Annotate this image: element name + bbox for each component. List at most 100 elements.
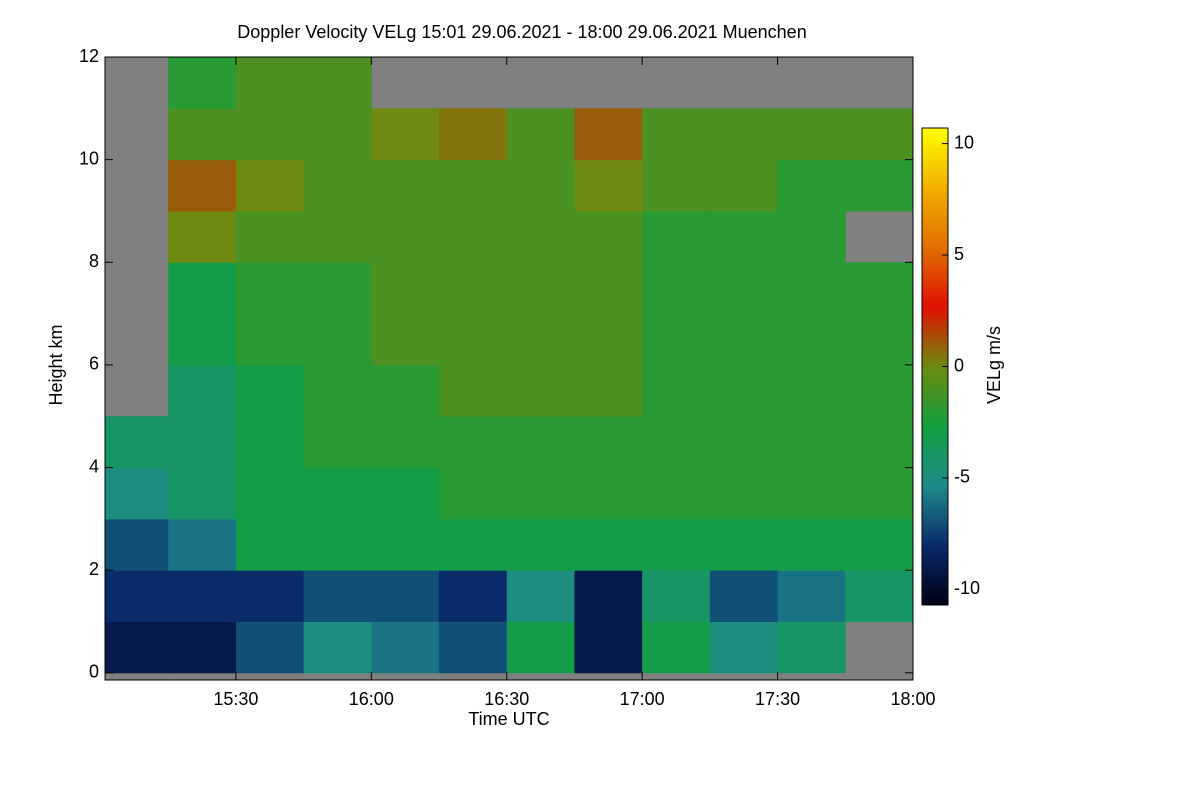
colorbar-step [922, 509, 948, 515]
plot-frame [104, 56, 914, 681]
heatmap-cell [168, 518, 237, 571]
heatmap-cell [777, 364, 846, 417]
colorbar-step [922, 259, 948, 264]
colorbar-step [922, 449, 948, 455]
heatmap-cell [709, 621, 779, 674]
colorbar-step [922, 565, 948, 570]
colorbar-step [922, 453, 948, 459]
heatmap-cell [439, 570, 508, 622]
colorbar-step [922, 183, 948, 189]
heatmap-cell [574, 159, 643, 212]
colorbar-step [922, 191, 948, 197]
colorbar-step [922, 569, 948, 574]
colorbar-step [922, 199, 948, 205]
heatmap-cell [303, 108, 372, 161]
colorbar-step [922, 430, 948, 435]
x-tick-label: 16:30 [484, 689, 529, 709]
colorbar-step [922, 195, 948, 201]
colorbar-step [922, 155, 948, 161]
heatmap-cell [303, 364, 372, 417]
colorbar-step [922, 354, 948, 360]
colorbar-step [922, 215, 948, 220]
heatmap-cell [574, 313, 643, 366]
heatmap-cell [439, 518, 508, 571]
colorbar-step [922, 235, 948, 240]
heatmap-cell [105, 518, 169, 571]
heatmap-cell [574, 570, 643, 622]
heatmap-cell [845, 364, 913, 417]
heatmap-cell [642, 108, 711, 161]
heatmap-cell [168, 570, 237, 622]
colorbar-step [922, 477, 948, 483]
colorbar-step [922, 438, 948, 443]
colorbar-tick-label: -5 [954, 467, 970, 487]
colorbar-step [922, 128, 948, 133]
heatmap-cell [777, 416, 846, 469]
heatmap-cell [235, 210, 305, 263]
colorbar-step [922, 513, 948, 519]
heatmap-cell [709, 108, 779, 161]
heatmap-cell [371, 621, 440, 674]
heatmap-cell [439, 621, 508, 674]
heatmap-cell [642, 416, 711, 469]
colorbar-step [922, 243, 948, 248]
heatmap-cell [168, 57, 237, 109]
colorbar-tick-label: 5 [954, 244, 964, 264]
heatmap-cell [371, 210, 440, 263]
heatmap-cell [439, 313, 508, 366]
heatmap-cell [709, 210, 779, 263]
heatmap-cell [777, 518, 846, 571]
colorbar-step [922, 334, 948, 340]
heatmap-cell [371, 159, 440, 212]
colorbar-step [922, 294, 948, 300]
heatmap-cell [371, 313, 440, 366]
colorbar-step [922, 135, 948, 141]
heatmap-cell [235, 108, 305, 161]
heatmap-cell [845, 518, 913, 571]
colorbar-step [922, 557, 948, 562]
heatmap-cell [709, 518, 779, 571]
heatmap-cell [168, 210, 237, 263]
heatmap-cell [235, 467, 305, 520]
heatmap-cell [642, 210, 711, 263]
colorbar-step [922, 298, 948, 304]
x-axis-label: Time UTC [468, 709, 549, 729]
heatmap-cell [574, 210, 643, 263]
colorbar-step [922, 159, 948, 165]
colorbar-step [922, 179, 948, 185]
heatmap-cell [777, 570, 846, 622]
colorbar-step [922, 143, 948, 149]
heatmap [105, 57, 913, 674]
heatmap-cell [303, 570, 372, 622]
colorbar-step [922, 553, 948, 558]
colorbar-tick-label: 10 [954, 132, 974, 152]
colorbar-step [922, 279, 948, 284]
heatmap-cell [371, 570, 440, 622]
heatmap-cell [439, 364, 508, 417]
heatmap-cell [642, 313, 711, 366]
colorbar-step [922, 302, 948, 308]
colorbar-step [922, 501, 948, 507]
heatmap-cell [439, 159, 508, 212]
colorbar-step [922, 410, 948, 415]
colorbar-step [922, 227, 948, 232]
colorbar-step [922, 585, 948, 590]
heatmap-cell [506, 518, 575, 571]
heatmap-cell [235, 159, 305, 212]
heatmap-cell [303, 57, 372, 109]
y-tick-label: 6 [89, 354, 99, 374]
colorbar-step [922, 263, 948, 268]
colorbar-step [922, 505, 948, 511]
heatmap-cell [439, 210, 508, 263]
heatmap-cell [235, 313, 305, 366]
heatmap-cell [642, 159, 711, 212]
colorbar-step [922, 283, 948, 288]
heatmap-cell [574, 416, 643, 469]
y-tick-label: 8 [89, 251, 99, 271]
colorbar-step [922, 446, 948, 451]
colorbar-step [922, 541, 948, 546]
y-tick-label: 10 [79, 148, 99, 168]
colorbar-step [922, 374, 948, 379]
heatmap-cell [439, 416, 508, 469]
heatmap-cell [439, 108, 508, 161]
